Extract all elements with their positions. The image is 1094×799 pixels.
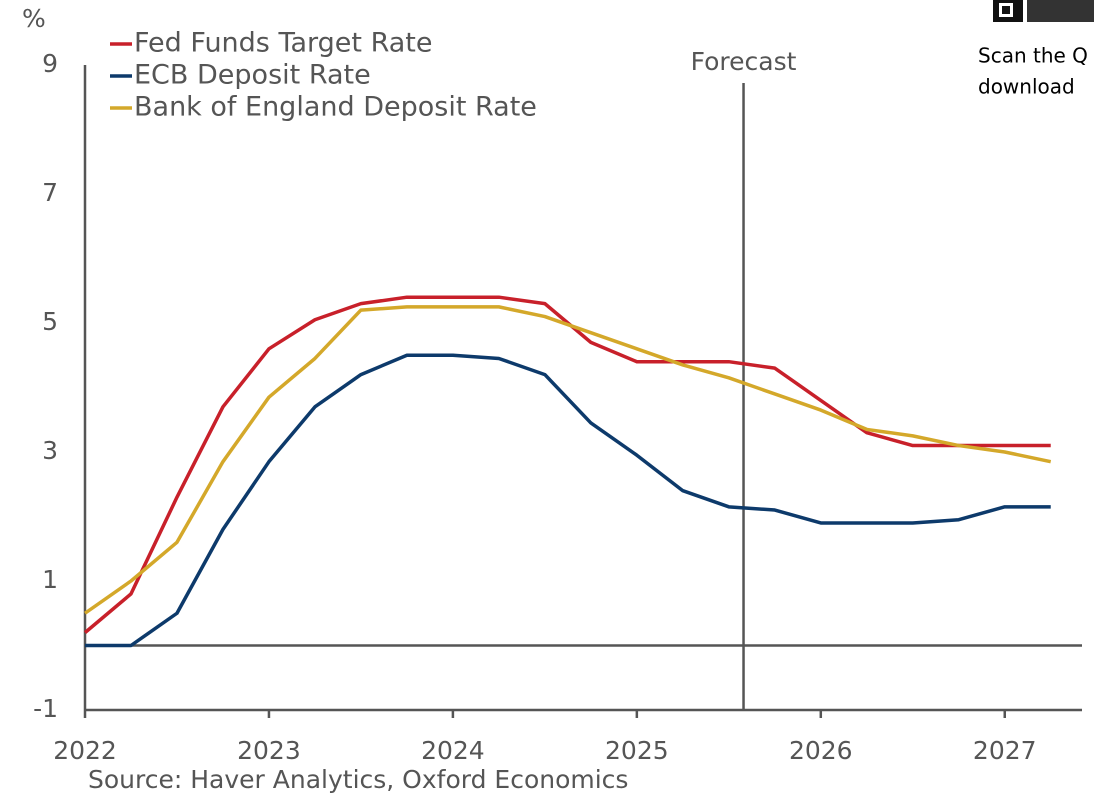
- x-tick-label: 2024: [421, 736, 485, 765]
- legend-label: ECB Deposit Rate: [134, 60, 371, 91]
- y-tick-label: 9: [42, 49, 58, 78]
- x-tick-label: 2027: [973, 736, 1037, 765]
- qr-icon: [1002, 6, 1010, 14]
- legend-label: Bank of England Deposit Rate: [134, 92, 537, 123]
- series-line: [83, 305, 1052, 615]
- y-tick-label: 5: [42, 307, 58, 336]
- x-tick-label: 2026: [789, 736, 853, 765]
- y-tick-label: 7: [42, 178, 58, 207]
- y-tick-label: 1: [42, 565, 58, 594]
- source: Source: Haver Analytics, Oxford Economic…: [88, 765, 628, 794]
- series-line: [85, 353, 1051, 648]
- qr-note: Scan the Q: [978, 44, 1088, 68]
- x-tick-label: 2025: [605, 736, 669, 765]
- qr-icon: [1027, 0, 1094, 22]
- series-line: [83, 295, 1051, 634]
- x-tick-label: 2023: [237, 736, 301, 765]
- legend-label: Fed Funds Target Rate: [134, 28, 432, 59]
- x-tick-label: 2022: [53, 736, 117, 765]
- qr-note: download: [978, 75, 1075, 99]
- y-tick-label: -1: [33, 694, 58, 723]
- unit-label: %: [22, 4, 46, 33]
- y-tick-label: 3: [42, 436, 58, 465]
- forecast-label: Forecast: [691, 47, 797, 76]
